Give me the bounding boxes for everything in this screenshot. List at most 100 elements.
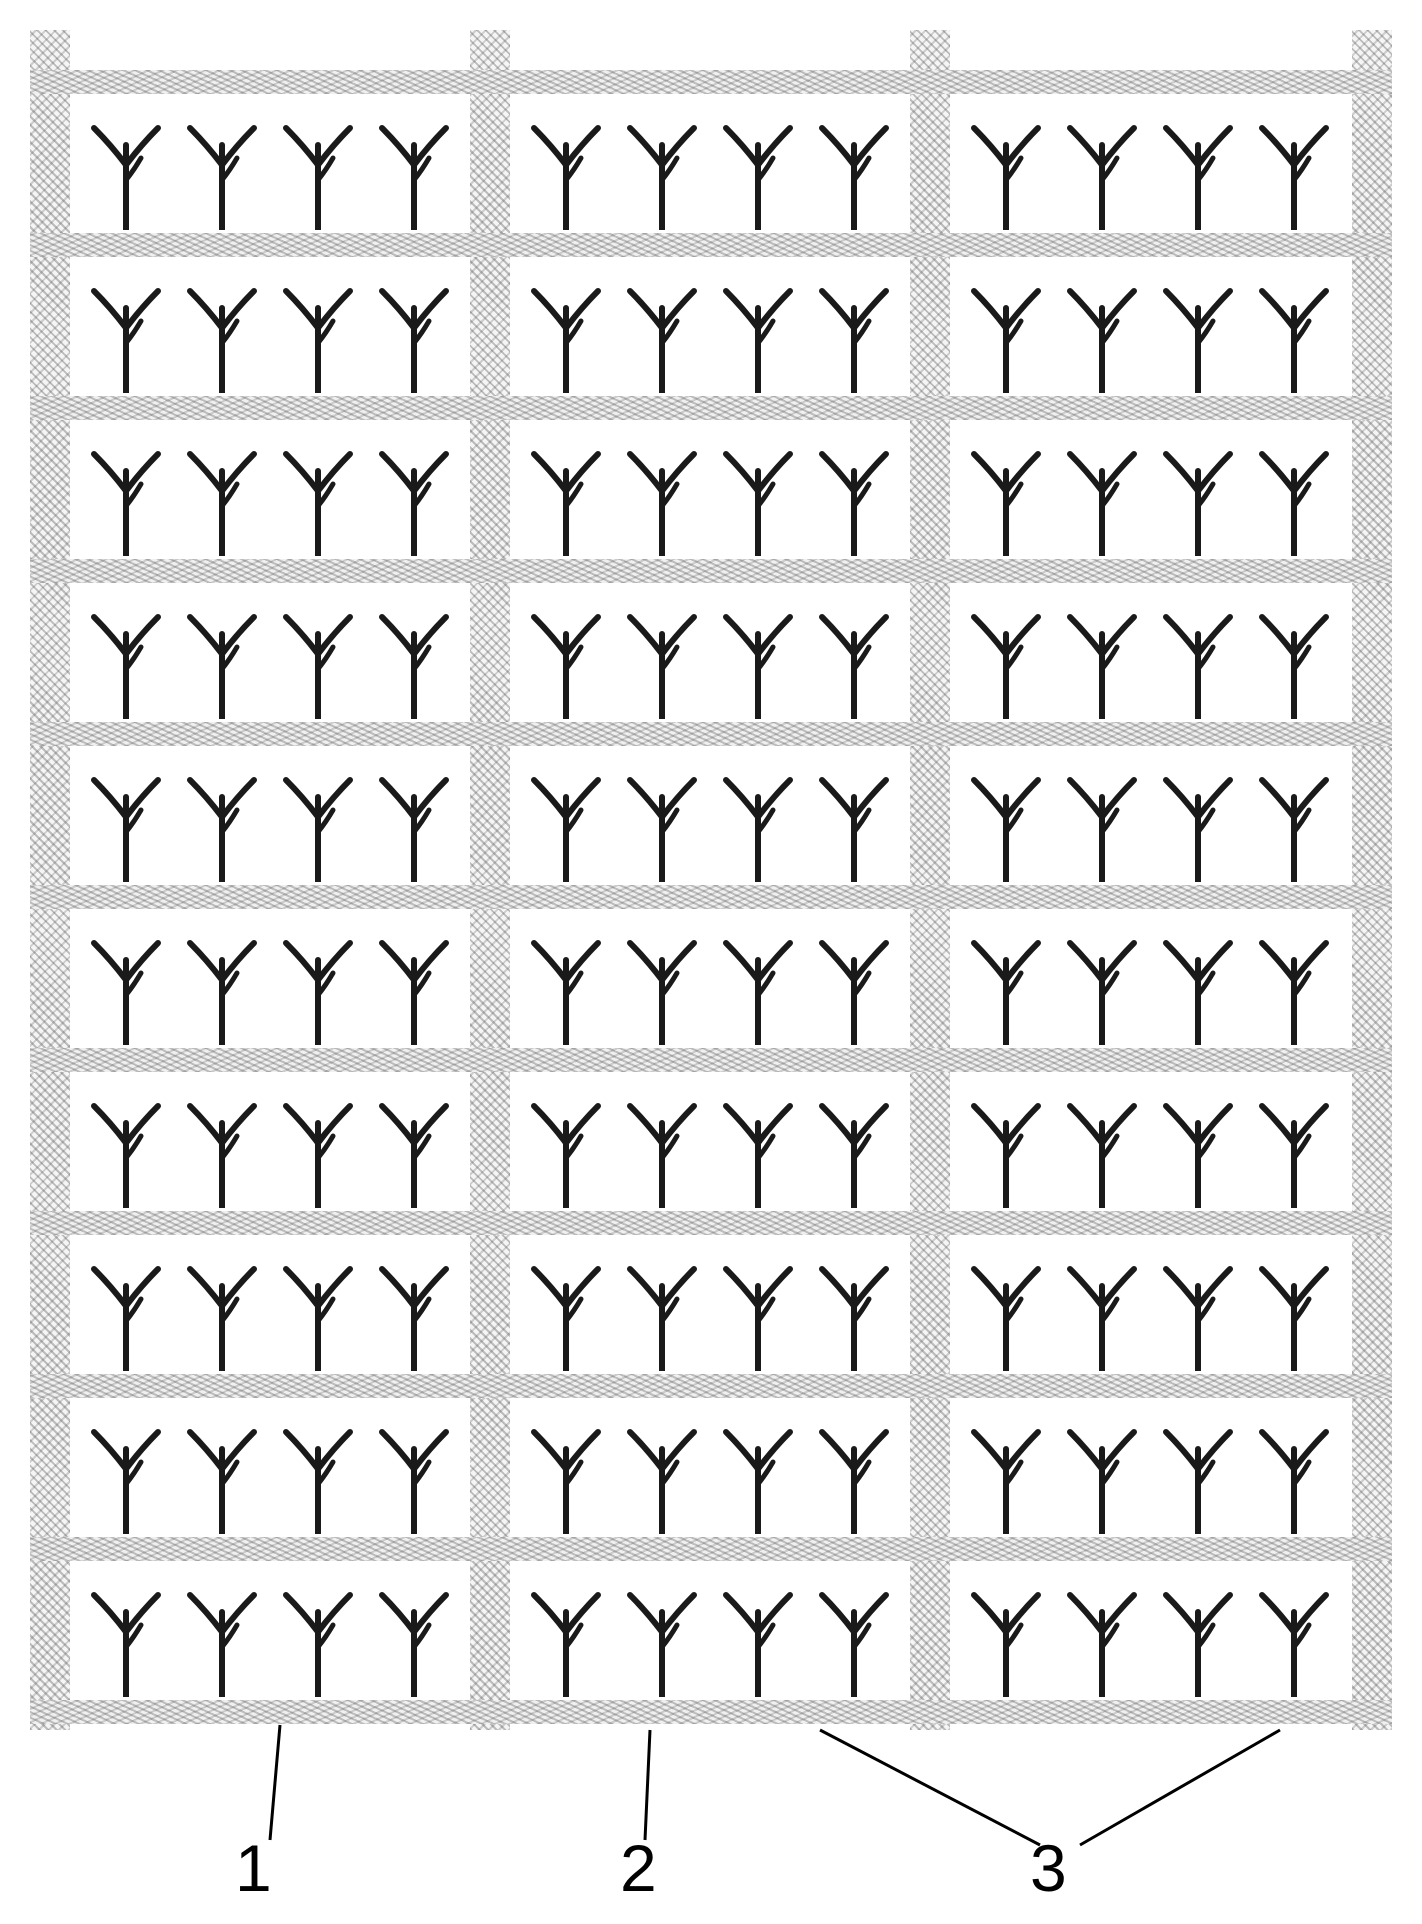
shelf-cell — [950, 257, 1350, 396]
plant-icon — [374, 1424, 454, 1534]
plant-icon — [278, 1261, 358, 1371]
plant-icon — [526, 609, 606, 719]
plant-icon — [966, 283, 1046, 393]
plant-icon — [1254, 446, 1334, 556]
plant-icon — [1062, 1587, 1142, 1697]
callout-line — [1080, 1730, 1280, 1845]
plant-icon — [182, 1098, 262, 1208]
shelf-cell — [510, 746, 910, 885]
plant-icon — [182, 120, 262, 230]
shelf-cell — [70, 257, 470, 396]
plant-icon — [374, 283, 454, 393]
plant-icon — [182, 1587, 262, 1697]
callout-label: 1 — [235, 1830, 272, 1906]
shelf-cell — [510, 583, 910, 722]
plant-icon — [182, 1261, 262, 1371]
plant-icon — [622, 1098, 702, 1208]
plant-icon — [1158, 1261, 1238, 1371]
plant-icon — [622, 772, 702, 882]
plant-icon — [374, 609, 454, 719]
plant-icon — [814, 120, 894, 230]
shelf-cell — [70, 1561, 470, 1700]
plant-icon — [1254, 283, 1334, 393]
plant-icon — [1254, 609, 1334, 719]
plant-icon — [966, 935, 1046, 1045]
shelf-divider — [30, 396, 1392, 420]
shelf-divider — [30, 1537, 1392, 1561]
plant-icon — [814, 283, 894, 393]
plant-icon — [1254, 935, 1334, 1045]
shelf-cell — [70, 1072, 470, 1211]
plant-icon — [86, 283, 166, 393]
plant-icon — [622, 1424, 702, 1534]
shelf-cell — [70, 420, 470, 559]
plant-icon — [1158, 446, 1238, 556]
shelf-cell — [950, 1398, 1350, 1537]
callout-line — [645, 1730, 650, 1840]
plant-icon — [814, 446, 894, 556]
plant-icon — [814, 935, 894, 1045]
plant-icon — [526, 1587, 606, 1697]
plant-icon — [278, 1587, 358, 1697]
plant-icon — [718, 283, 798, 393]
plant-icon — [966, 1261, 1046, 1371]
shelf-cell — [510, 257, 910, 396]
callout-label: 3 — [1030, 1830, 1067, 1906]
shelf-cell — [70, 94, 470, 233]
shelf-cell — [70, 909, 470, 1048]
shelf-cell — [950, 420, 1350, 559]
plant-icon — [718, 446, 798, 556]
plant-icon — [86, 772, 166, 882]
plant-icon — [622, 609, 702, 719]
plant-icon — [814, 1261, 894, 1371]
plant-icon — [278, 935, 358, 1045]
shelf-divider — [30, 1211, 1392, 1235]
plant-icon — [182, 446, 262, 556]
plant-icon — [1062, 446, 1142, 556]
plant-icon — [278, 283, 358, 393]
plant-icon — [966, 772, 1046, 882]
plant-icon — [814, 1424, 894, 1534]
plant-icon — [718, 935, 798, 1045]
plant-icon — [86, 1587, 166, 1697]
plant-icon — [622, 446, 702, 556]
plant-icon — [622, 1261, 702, 1371]
plant-icon — [374, 772, 454, 882]
plant-icon — [86, 935, 166, 1045]
plant-icon — [278, 1424, 358, 1534]
plant-icon — [718, 120, 798, 230]
plant-icon — [374, 1261, 454, 1371]
plant-icon — [718, 772, 798, 882]
plant-icon — [1254, 772, 1334, 882]
plant-icon — [1158, 1587, 1238, 1697]
callout-line — [270, 1725, 280, 1840]
shelf-cell — [950, 583, 1350, 722]
plant-icon — [182, 1424, 262, 1534]
shelf-cell — [70, 583, 470, 722]
shelf-cell — [510, 94, 910, 233]
plant-icon — [718, 1424, 798, 1534]
plant-icon — [278, 1098, 358, 1208]
plant-icon — [526, 1261, 606, 1371]
plant-icon — [966, 609, 1046, 719]
shelf-cell — [950, 1561, 1350, 1700]
plant-icon — [182, 283, 262, 393]
plant-icon — [1062, 935, 1142, 1045]
vertical-pillar — [30, 30, 70, 1730]
plant-icon — [1158, 935, 1238, 1045]
shelf-divider — [30, 1048, 1392, 1072]
shelf-cell — [950, 1072, 1350, 1211]
shelf-cell — [70, 1235, 470, 1374]
shelf-cell — [510, 1561, 910, 1700]
plant-icon — [374, 120, 454, 230]
plant-icon — [814, 772, 894, 882]
plant-icon — [1062, 1261, 1142, 1371]
plant-icon — [374, 446, 454, 556]
plant-icon — [966, 446, 1046, 556]
shelf-cell — [70, 1398, 470, 1537]
plant-icon — [1158, 609, 1238, 719]
plant-icon — [278, 609, 358, 719]
plant-icon — [86, 1098, 166, 1208]
callout-label: 2 — [620, 1830, 657, 1906]
plant-icon — [1254, 120, 1334, 230]
